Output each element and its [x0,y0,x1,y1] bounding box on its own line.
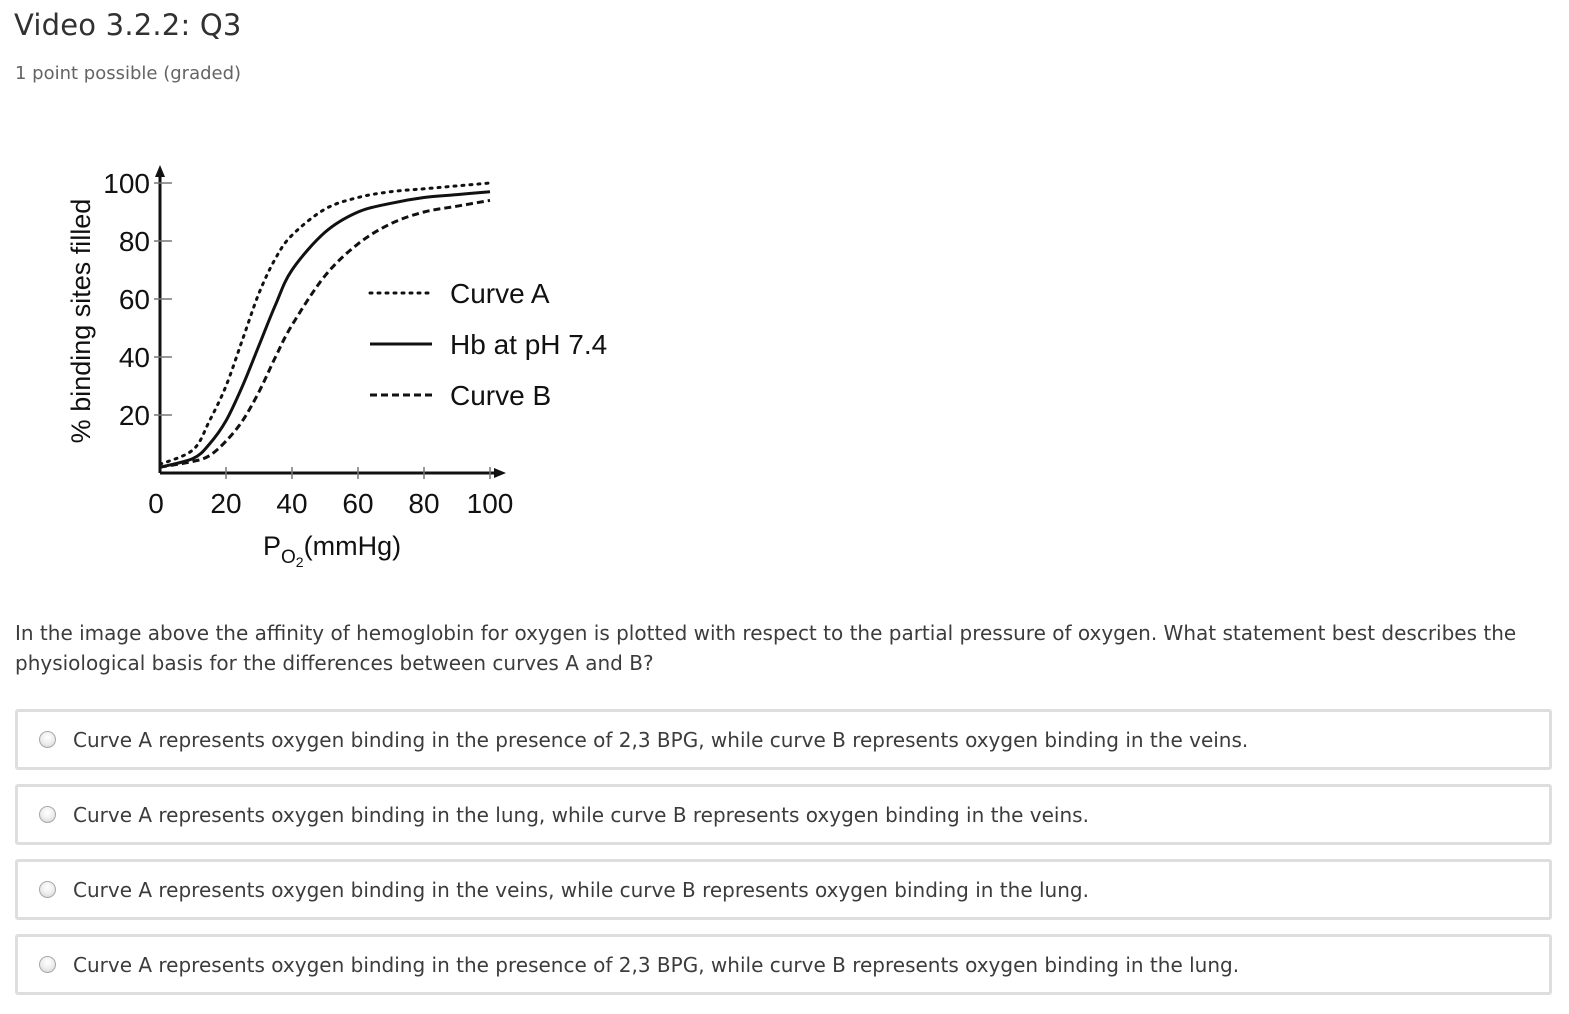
question-text: In the image above the affinity of hemog… [15,621,1517,675]
y-tick-label: 40 [119,342,150,373]
oxygen-binding-chart: 0 20 40 60 80 100 20 40 60 80 100 Curve A Hb at pH … [60,155,660,575]
problem-progress: 1 point possible (graded) [15,63,242,84]
x-tick-label: 100 [467,488,514,519]
y-tick-label: 60 [119,284,150,315]
y-tick-label: 100 [103,168,150,199]
y-axis-arrow [155,165,165,177]
chart-ticks: 0 20 40 60 80 100 20 40 60 80 100 [103,168,513,519]
x-axis-label-subsubscript: 2 [296,554,304,570]
choice-label: Curve A represents oxygen binding in the… [73,802,1089,827]
choice-label: Curve A represents oxygen binding in the… [73,727,1249,752]
choice-label: Curve A represents oxygen binding in the… [73,952,1240,977]
x-tick-label: 0 [148,488,164,519]
y-tick-label: 80 [119,226,150,257]
x-axis-label-main: P [263,531,281,561]
legend-label-3: Curve B [450,380,551,411]
legend-label-2: Hb at pH 7.4 [450,329,607,360]
x-tick-label: 80 [408,488,439,519]
x-tick-label: 20 [210,488,241,519]
chart-series [158,181,492,469]
y-tick-label: 20 [119,400,150,431]
radio-button[interactable] [39,881,56,898]
choice-option-3[interactable]: Curve A represents oxygen binding in the… [15,859,1552,920]
x-tick-label: 60 [342,488,373,519]
choice-option-4[interactable]: Curve A represents oxygen binding in the… [15,934,1552,995]
radio-button[interactable] [39,806,56,823]
chart-axes [155,165,506,478]
x-axis-label-subscript: O [281,547,296,568]
choice-option-2[interactable]: Curve A represents oxygen binding in the… [15,784,1552,845]
radio-button[interactable] [39,731,56,748]
y-axis-label: % binding sites filled [66,199,96,444]
series-line-3 [159,198,491,469]
chart-legend: Curve A Hb at pH 7.4 Curve B [368,278,607,411]
x-axis-label: PO2(mmHg) [263,531,401,570]
legend-label-1: Curve A [450,278,550,309]
chart-svg: 0 20 40 60 80 100 20 40 60 80 100 Curve A Hb at pH … [66,165,607,570]
series-line-2 [159,190,491,469]
answer-choices: Curve A represents oxygen binding in the… [15,709,1552,1009]
series-line-1 [158,181,492,466]
choice-label: Curve A represents oxygen binding in the… [73,877,1089,902]
x-tick-label: 40 [276,488,307,519]
problem-title: Video 3.2.2: Q3 [14,8,242,42]
x-axis-label-unit: (mmHg) [304,531,401,561]
x-axis-arrow [494,468,506,478]
radio-button[interactable] [39,956,56,973]
choice-option-1[interactable]: Curve A represents oxygen binding in the… [15,709,1552,770]
